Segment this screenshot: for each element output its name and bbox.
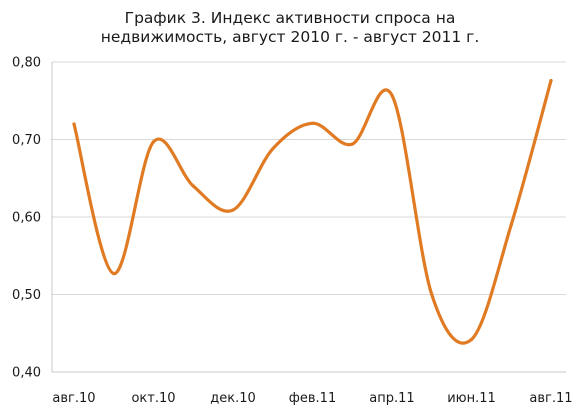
plot-area-series <box>72 79 553 345</box>
data-point <box>350 142 354 146</box>
data-point <box>390 93 394 97</box>
data-point <box>151 140 156 144</box>
series-line-0 <box>72 79 553 345</box>
data-point <box>271 147 275 151</box>
x-tick-label: апр.11 <box>369 391 414 406</box>
data-point <box>549 79 553 83</box>
x-tick-label: авг.11 <box>529 391 572 406</box>
data-point <box>72 122 76 126</box>
x-tick-label: фев.11 <box>289 391 336 406</box>
data-point <box>231 208 235 212</box>
chart-title-line-1: График 3. Индекс активности спроса на <box>125 9 456 27</box>
data-point <box>112 271 116 276</box>
x-tick-label: июн.11 <box>447 391 496 406</box>
chart-title: График 3. Индекс активности спроса на не… <box>101 9 480 46</box>
data-point <box>310 121 315 125</box>
data-point <box>430 292 434 297</box>
y-tick-label: 0,70 <box>12 133 41 148</box>
y-tick-label: 0,60 <box>12 211 41 226</box>
axes <box>51 62 566 373</box>
data-point <box>469 337 474 342</box>
gridlines <box>52 61 566 295</box>
y-tick-label: 0,50 <box>12 288 41 303</box>
y-tick-label: 0,40 <box>12 366 41 381</box>
chart-title-line-2: недвижимость, август 2010 г. - август 20… <box>101 28 480 46</box>
data-point <box>509 223 513 227</box>
x-tick-label: окт.10 <box>131 391 175 406</box>
x-axis-tick-labels: авг.10 окт.10 дек.10 фев.11 апр.11 июн.11 авг.… <box>52 391 572 406</box>
y-axis-tick-labels: 0,40 0,50 0,60 0,70 0,80 <box>12 56 41 381</box>
y-tick-label: 0,80 <box>12 56 41 71</box>
x-tick-label: дек.10 <box>210 391 256 406</box>
data-point <box>191 184 195 188</box>
x-tick-label: авг.10 <box>52 391 95 406</box>
